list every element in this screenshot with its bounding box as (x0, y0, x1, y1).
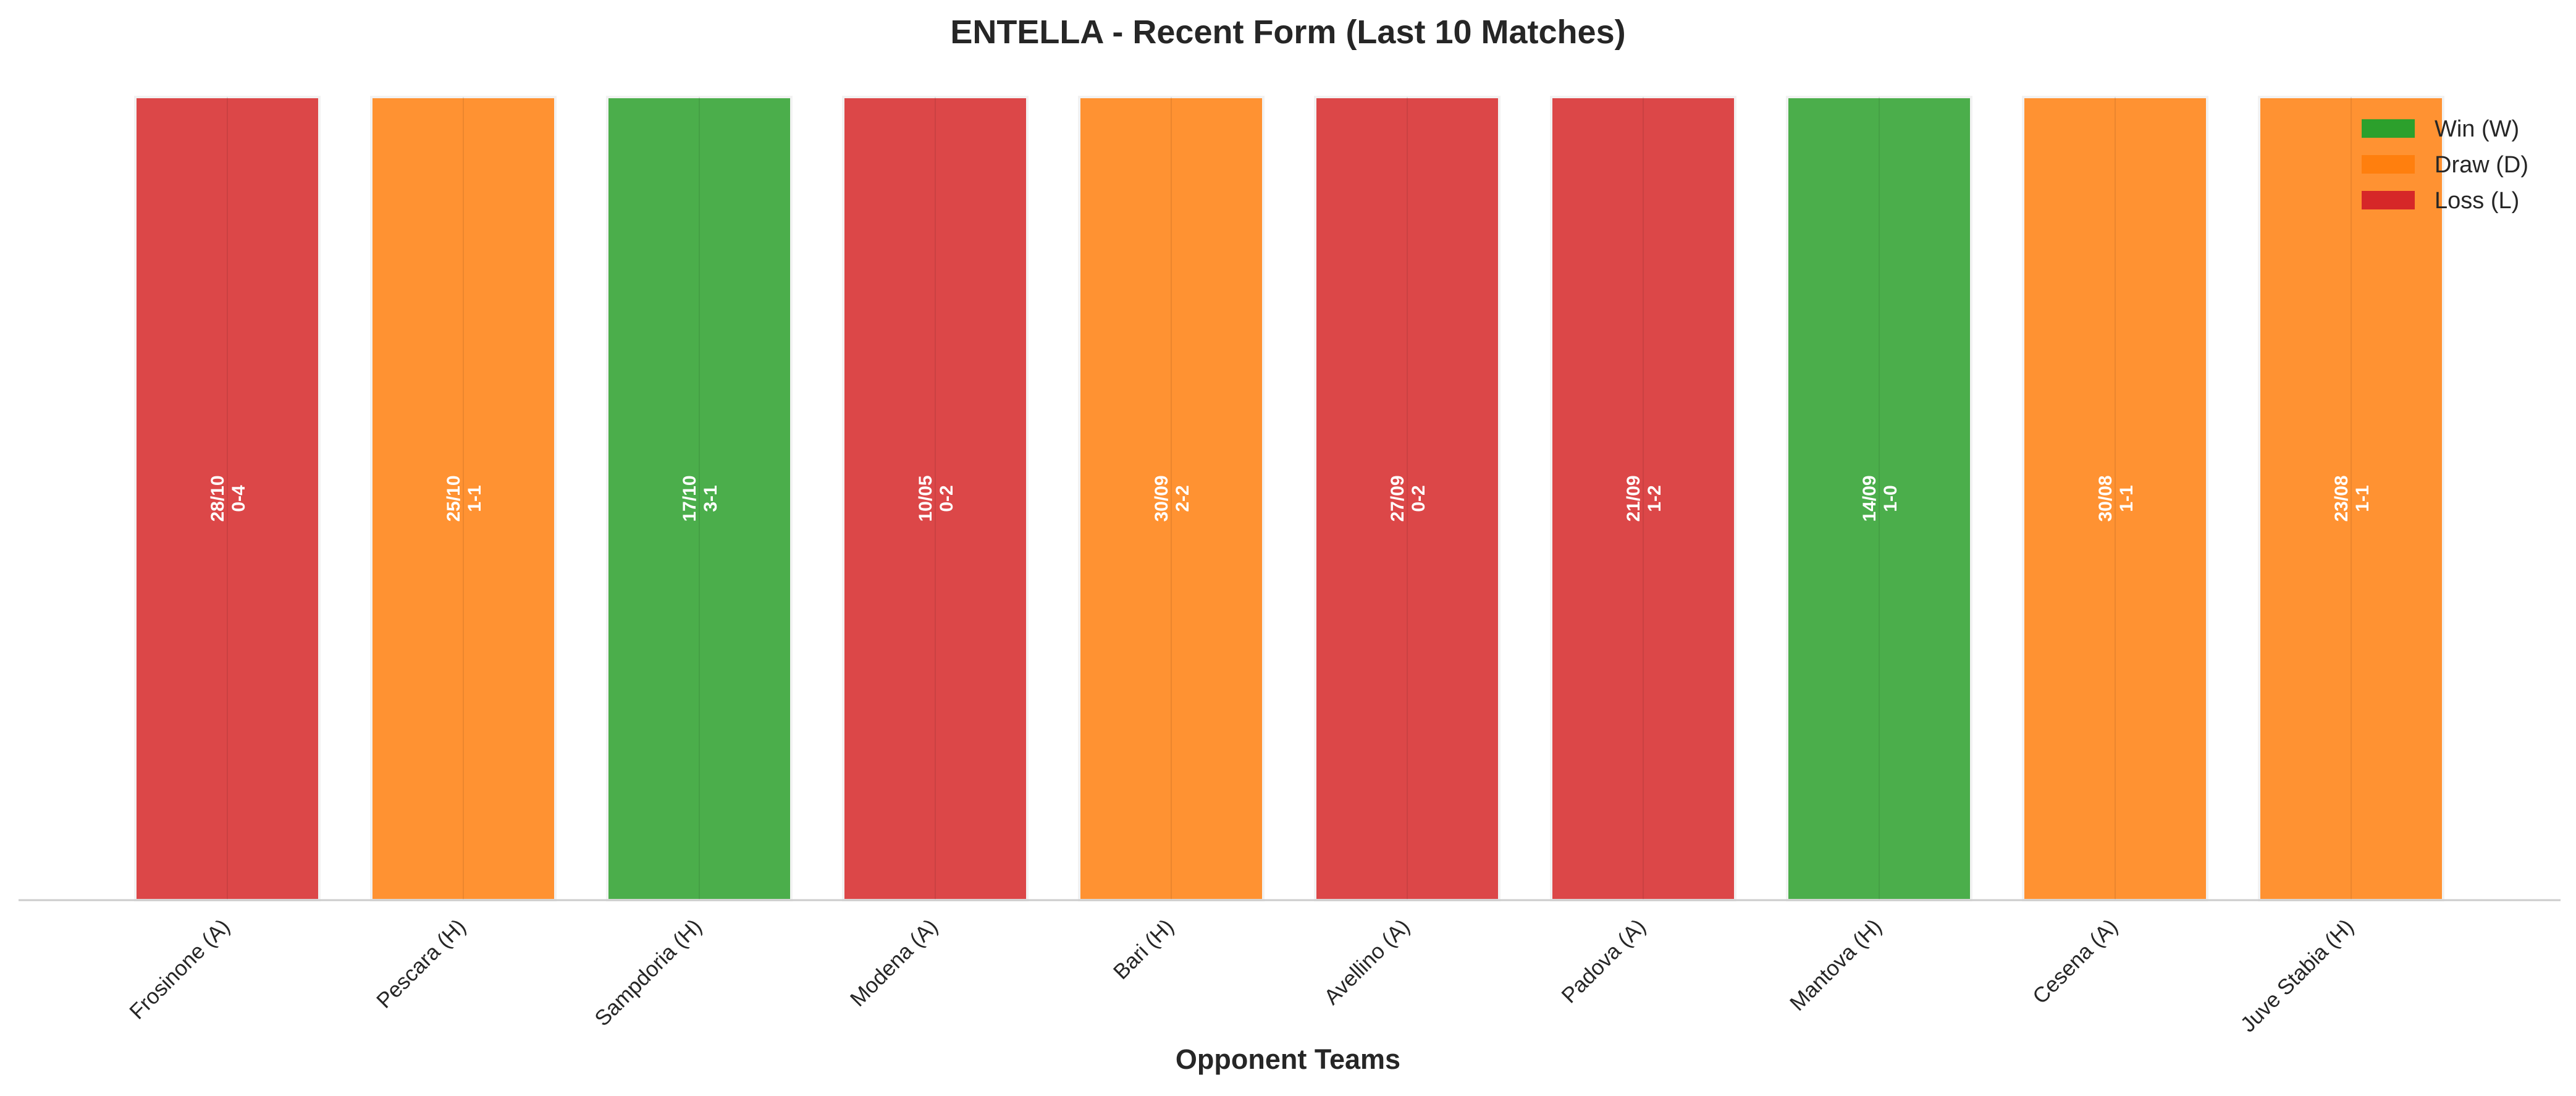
bar-1 (134, 96, 321, 901)
bar-data-label: 10/050-2 (915, 475, 957, 521)
legend: Win (W) Draw (D) Loss (L) (2362, 116, 2528, 214)
legend-swatch (2362, 155, 2415, 174)
bar-data-label: 23/081-1 (2331, 475, 2373, 521)
bar-data-label: 25/101-1 (444, 475, 485, 521)
match-score-label: 0-2 (1408, 485, 1429, 512)
bar-7 (1550, 96, 1736, 901)
match-score-label: 1-1 (2116, 485, 2137, 512)
bar-data-label: 21/091-2 (1623, 475, 1665, 521)
x-tick-label: Avellino (A) (1320, 914, 1415, 1010)
x-tick-label: Sampdoria (H) (590, 914, 706, 1031)
match-score-label: 1-1 (465, 485, 485, 512)
x-tick-label: Pescara (H) (372, 914, 471, 1013)
x-tick-label: Cesena (A) (2028, 914, 2123, 1009)
bar-data-label: 28/100-4 (208, 475, 249, 521)
match-date-label: 23/08 (2331, 475, 2352, 521)
match-date-label: 10/05 (915, 475, 936, 521)
chart-title: ENTELLA - Recent Form (Last 10 Matches) (950, 14, 1625, 51)
legend-swatch (2362, 119, 2415, 138)
x-axis-label: Opponent Teams (1176, 1043, 1400, 1075)
match-date-label: 28/10 (208, 475, 228, 521)
match-score-label: 0-4 (229, 485, 249, 512)
bars-layer: 28/100-4 25/101-1 17/103-1 10/050-2 30/092-2… (134, 96, 2444, 901)
x-tick-label: Juve Stabia (H) (2236, 914, 2359, 1037)
x-tick-label: Frosinone (A) (125, 914, 235, 1024)
match-date-label: 25/10 (444, 475, 464, 521)
bar-data-label: 14/091-0 (1859, 475, 1901, 521)
x-tick-label: Padova (A) (1557, 914, 1650, 1008)
match-score-label: 2-2 (1172, 485, 1193, 512)
match-date-label: 17/10 (680, 475, 700, 521)
match-date-label: 30/08 (2095, 475, 2116, 521)
match-score-label: 1-1 (2352, 485, 2373, 512)
match-score-label: 0-2 (937, 485, 957, 512)
x-tick-label: Modena (A) (846, 914, 943, 1011)
bar-2 (370, 96, 557, 901)
legend-label: Draw (D) (2435, 152, 2528, 178)
x-tick-label: Bari (H) (1109, 914, 1179, 984)
bar-10 (2258, 96, 2444, 901)
legend-label: Loss (L) (2435, 188, 2519, 214)
bar-3 (606, 96, 793, 901)
x-tick-labels: Frosinone (A) Pescara (H) Sampdoria (H) Mod… (125, 914, 2359, 1037)
match-score-label: 1-2 (1644, 485, 1665, 512)
match-score-label: 3-1 (701, 485, 721, 512)
match-score-label: 1-0 (1880, 485, 1901, 512)
match-date-label: 27/09 (1387, 475, 1408, 521)
bar-6 (1314, 96, 1501, 901)
bar-data-label: 30/081-1 (2095, 475, 2137, 521)
bar-data-label: 27/090-2 (1387, 475, 1429, 521)
x-tick-label: Mantova (H) (1785, 914, 1887, 1016)
legend-swatch (2362, 191, 2415, 209)
bar-data-label: 30/092-2 (1151, 475, 1193, 521)
bar-4 (842, 96, 1029, 901)
match-date-label: 21/09 (1623, 475, 1644, 521)
legend-label: Win (W) (2435, 116, 2519, 142)
bar-data-label: 17/103-1 (680, 475, 721, 521)
match-date-label: 30/09 (1151, 475, 1172, 521)
bar-5 (1078, 96, 1265, 901)
match-date-label: 14/09 (1859, 475, 1880, 521)
